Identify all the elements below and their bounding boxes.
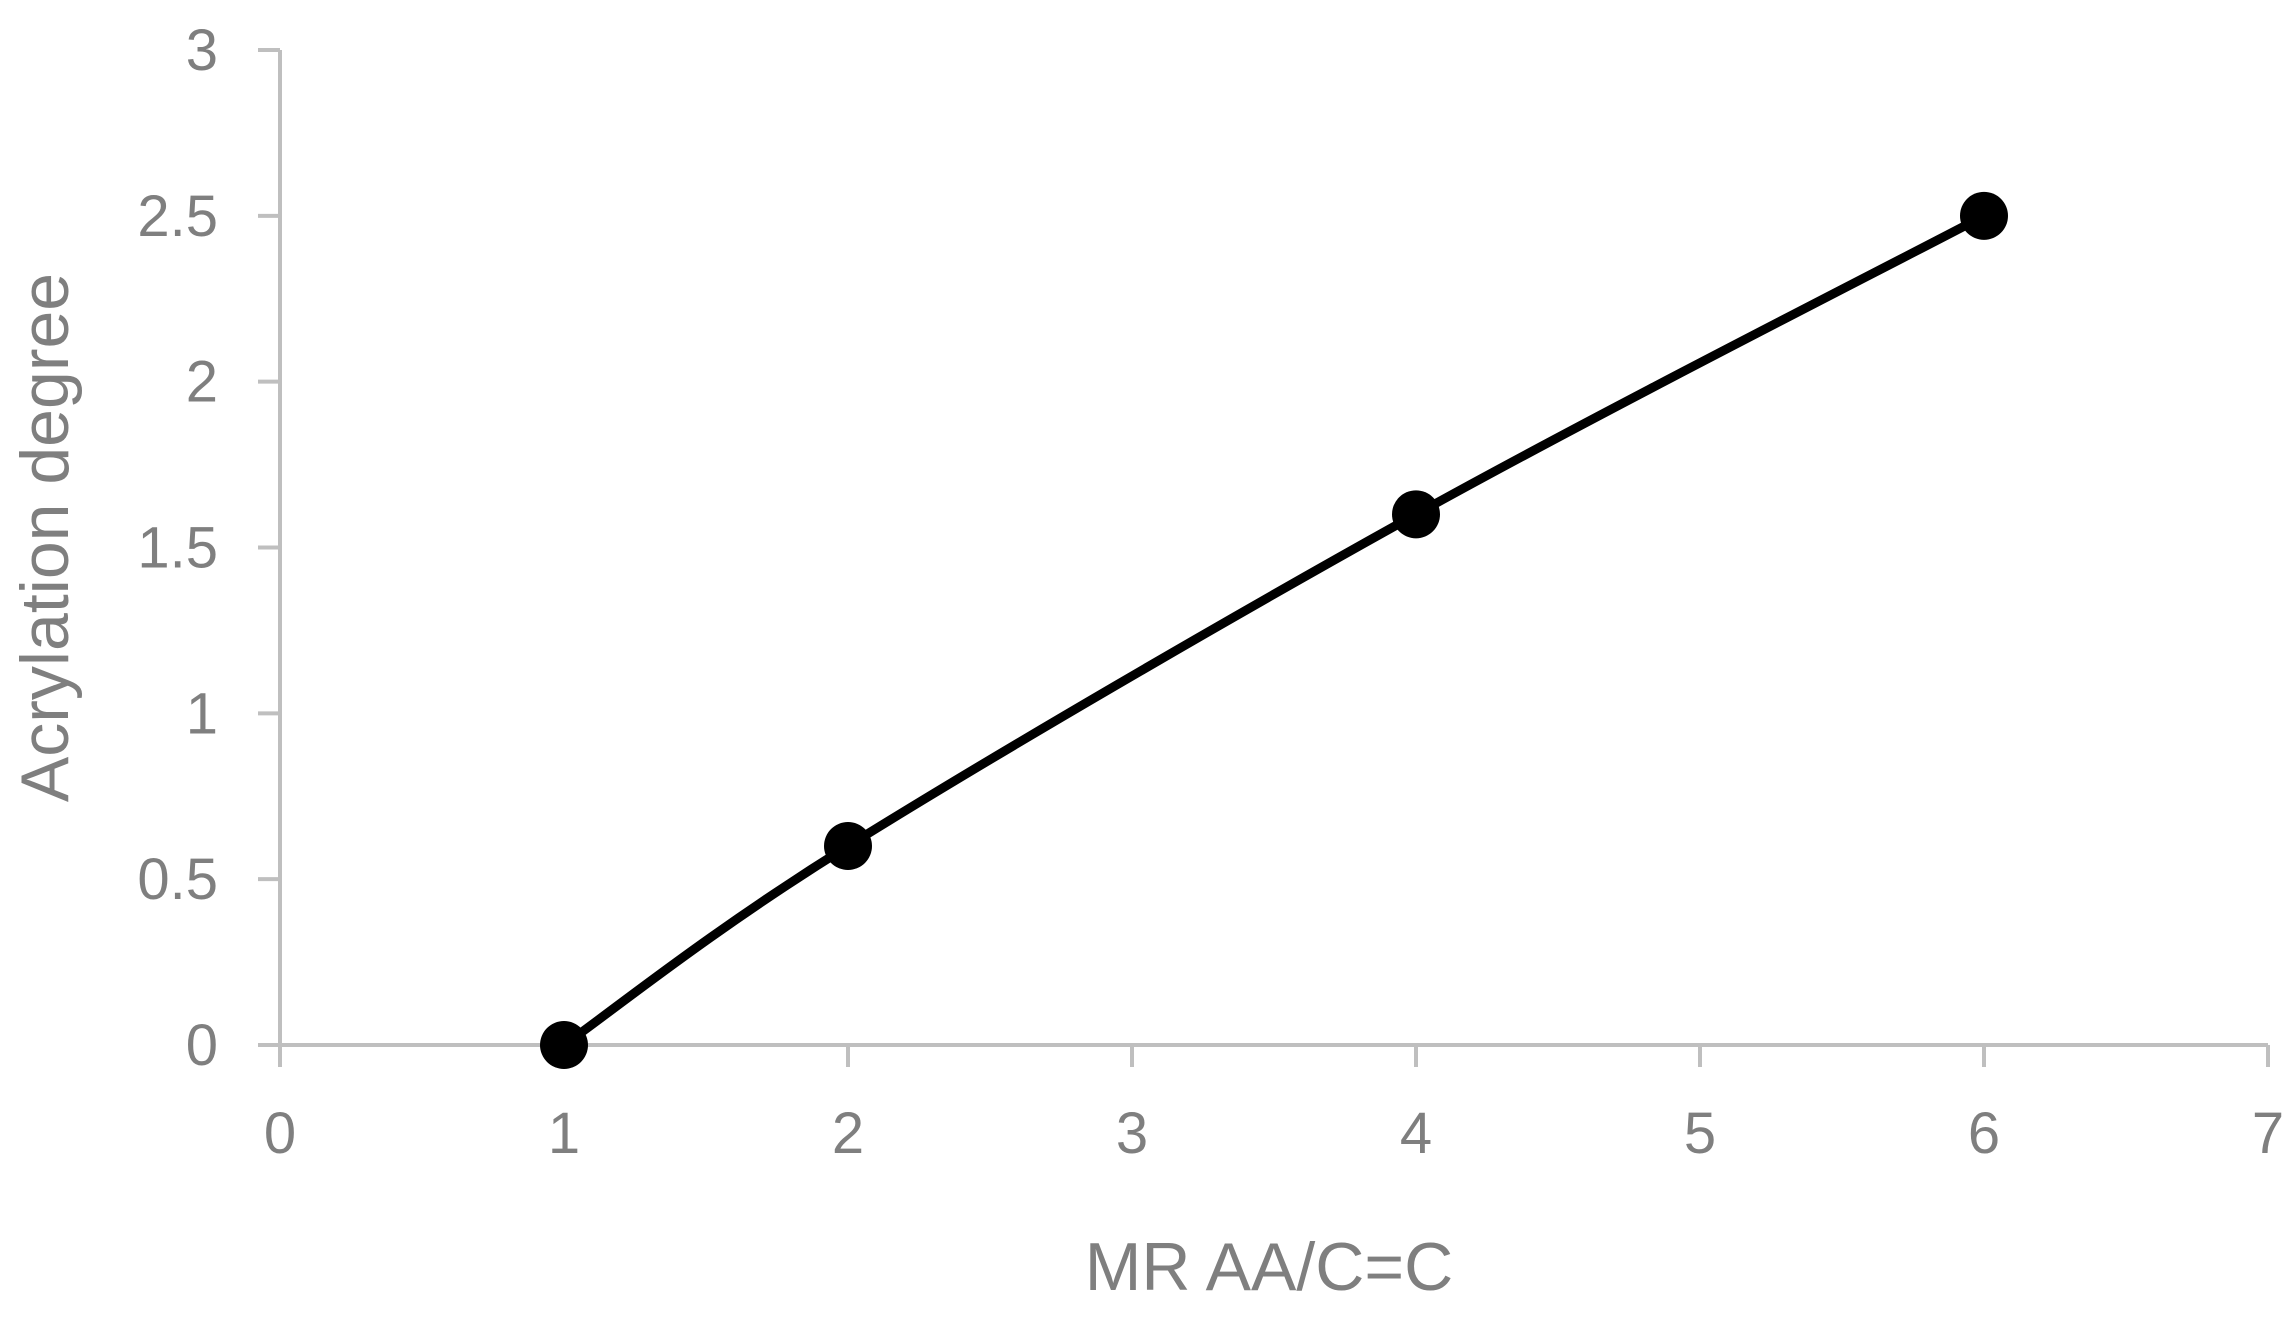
x-tick-label: 5 bbox=[1684, 1101, 1716, 1166]
y-axis-title: Acrylation degree bbox=[7, 273, 83, 802]
x-tick-label: 3 bbox=[1116, 1101, 1148, 1166]
data-point bbox=[1960, 191, 2008, 240]
y-tick-label: 0.5 bbox=[137, 847, 218, 912]
x-tick-label: 1 bbox=[548, 1101, 580, 1166]
axes bbox=[258, 48, 2270, 1067]
x-tick-label: 7 bbox=[2252, 1101, 2284, 1166]
axis-titles: MR AA/C=C Acrylation degree bbox=[7, 273, 1453, 1305]
x-tick-label: 2 bbox=[832, 1101, 864, 1166]
x-tick-label: 0 bbox=[264, 1101, 296, 1166]
series-line bbox=[559, 211, 1989, 1050]
tick-labels: 0 0.5 1 1.5 2 2.5 3 0 1 2 3 4 5 6 7 bbox=[137, 18, 2284, 1166]
y-tick-label: 1.5 bbox=[137, 516, 218, 581]
y-tick-label: 2.5 bbox=[137, 184, 218, 249]
y-tick-label: 0 bbox=[186, 1013, 218, 1078]
series bbox=[540, 191, 2008, 1069]
y-tick-label: 3 bbox=[186, 18, 218, 83]
y-tick-label: 2 bbox=[186, 350, 218, 415]
data-point bbox=[540, 1021, 588, 1069]
data-point bbox=[824, 822, 872, 870]
x-axis-title: MR AA/C=C bbox=[1085, 1229, 1453, 1305]
x-tick-label: 4 bbox=[1400, 1101, 1432, 1166]
data-point bbox=[1392, 490, 1440, 539]
x-tick-label: 6 bbox=[1968, 1101, 2000, 1166]
y-tick-label: 1 bbox=[186, 681, 218, 746]
